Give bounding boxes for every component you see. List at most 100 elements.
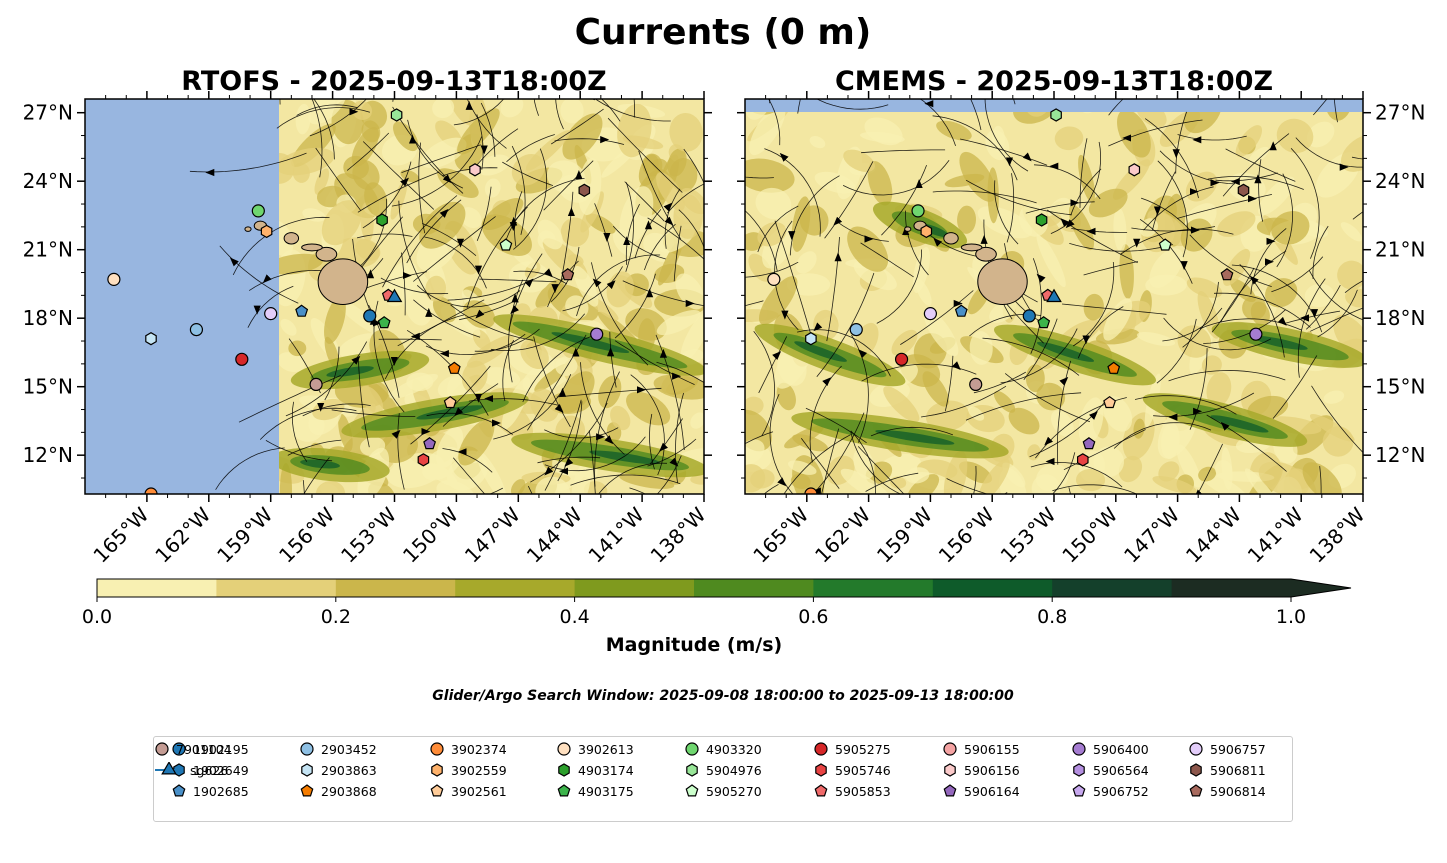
float-1902685 [295,304,309,317]
island [283,232,300,245]
float-4903174 [376,213,388,227]
pentagon-marker-icon [1072,784,1086,797]
legend-item: 1902685 [171,781,249,801]
float-5904976 [390,108,403,122]
colorbar-bin [574,579,695,597]
lat-tick-label: 27°N [1375,101,1425,125]
legend-label: 3902561 [451,783,507,799]
pentagon-marker-icon [300,784,314,797]
colorbar-tick-label: 0.2 [321,606,351,628]
legend-label: 5904976 [706,762,762,778]
streamlines [745,99,1363,494]
lat-tick-label: 12°N [23,443,73,467]
circle-marker-icon [172,742,186,756]
lon-tick-label: 159°W [212,502,277,567]
hexagon-marker-icon [815,763,827,777]
legend-label: 4903175 [578,783,634,799]
colorbar-bin [694,579,814,597]
pentagon-marker-icon [172,784,186,797]
float-2903868 [1107,361,1121,374]
colorbar-label: Magnitude (m/s) [606,634,783,656]
no-data-region [745,99,1363,112]
lon-tick-label: 162°W [810,502,875,567]
legend-item: 5904976 [684,760,762,780]
hawaiian-islands [244,220,369,305]
colorbar-bin [1052,579,1173,597]
legend-item: sg626 [154,760,228,780]
legend-item: 2903868 [299,781,377,801]
legend-item: 5906752 [1071,781,1149,801]
current-magnitude-field [260,99,704,494]
legend-label: 2903452 [321,741,377,757]
float-1902195 [363,309,377,323]
float-3902561 [443,395,457,409]
legend-item: 3902613 [556,739,634,759]
float-3902561 [1103,395,1117,409]
colorbar-tick-label: 0.0 [82,606,112,628]
colorbar-bin [455,579,576,597]
float-4903320 [251,204,265,218]
float-4903175 [1037,316,1051,329]
lat-tick-label: 15°N [23,375,73,399]
float-5906757 [923,307,938,321]
legend-label: 1902195 [193,741,249,757]
hexagon-marker-icon [558,763,570,777]
legend-item: 5905275 [813,739,891,759]
search-window-note: Glider/Argo Search Window: 2025-09-08 18… [432,688,1014,704]
float-5906757 [264,307,278,321]
float-sg626 [1046,288,1062,303]
legend-label: 5906811 [1210,762,1266,778]
legend-label: 5905275 [835,741,891,757]
legend-label: 3902374 [451,741,507,757]
float-2903863 [805,332,817,346]
legend-label: 4903174 [578,762,634,778]
legend-label: 5905270 [706,783,762,799]
legend-item: 4903320 [684,739,762,759]
colorbar-tick-label: 0.6 [798,606,828,628]
legend-label: 2903863 [321,762,377,778]
circle-marker-icon [557,742,571,756]
legend-label: 1902649 [193,762,249,778]
island [317,258,369,305]
circle-marker-icon [430,742,444,756]
float-5906400 [1249,327,1263,341]
lon-tick-label: 147°W [1119,502,1184,567]
legend-item: 5905746 [813,760,891,780]
colorbar-bin [1171,579,1292,597]
hexagon-marker-icon [301,763,313,777]
float-5906156 [1128,163,1141,177]
float-5905275 [894,352,909,366]
legend-label: 5905853 [835,783,891,799]
colorbar-extend-arrow [1291,579,1351,597]
float-5905746 [1076,453,1089,467]
float-1902195 [1022,309,1036,323]
lon-tick-label: 150°W [1057,502,1122,567]
legend-label: 2903868 [321,783,377,799]
legend-item: 5906811 [1188,760,1266,780]
circle-marker-icon [1072,742,1086,756]
no-data-region [85,99,279,494]
legend-label: 5906155 [964,741,1020,757]
hexagon-marker-icon [431,763,443,777]
lon-tick-label: 144°W [522,502,587,567]
lat-tick-label: 21°N [1375,238,1425,262]
pentagon-marker-icon [943,784,957,797]
legend-item: 5906156 [942,760,1020,780]
lon-tick-label: 138°W [646,502,711,567]
legend-label: sg626 [190,762,229,778]
float-5906811 [578,183,591,197]
float-7901104 [309,377,323,392]
lat-tick-label: 24°N [1375,169,1425,193]
pentagon-marker-icon [430,784,444,797]
float-5905270 [499,238,513,251]
lon-tick-label: 156°W [934,502,999,567]
float-2903868 [447,361,461,374]
hexagon-marker-icon [944,763,956,777]
lat-tick-label: 21°N [23,238,73,262]
legend-item: 4903175 [556,781,634,801]
pentagon-marker-icon [1189,784,1203,797]
legend-label: 5906757 [1210,741,1266,757]
legend-label: 5906164 [964,783,1020,799]
lon-tick-label: 162°W [150,502,215,567]
island [244,226,252,232]
